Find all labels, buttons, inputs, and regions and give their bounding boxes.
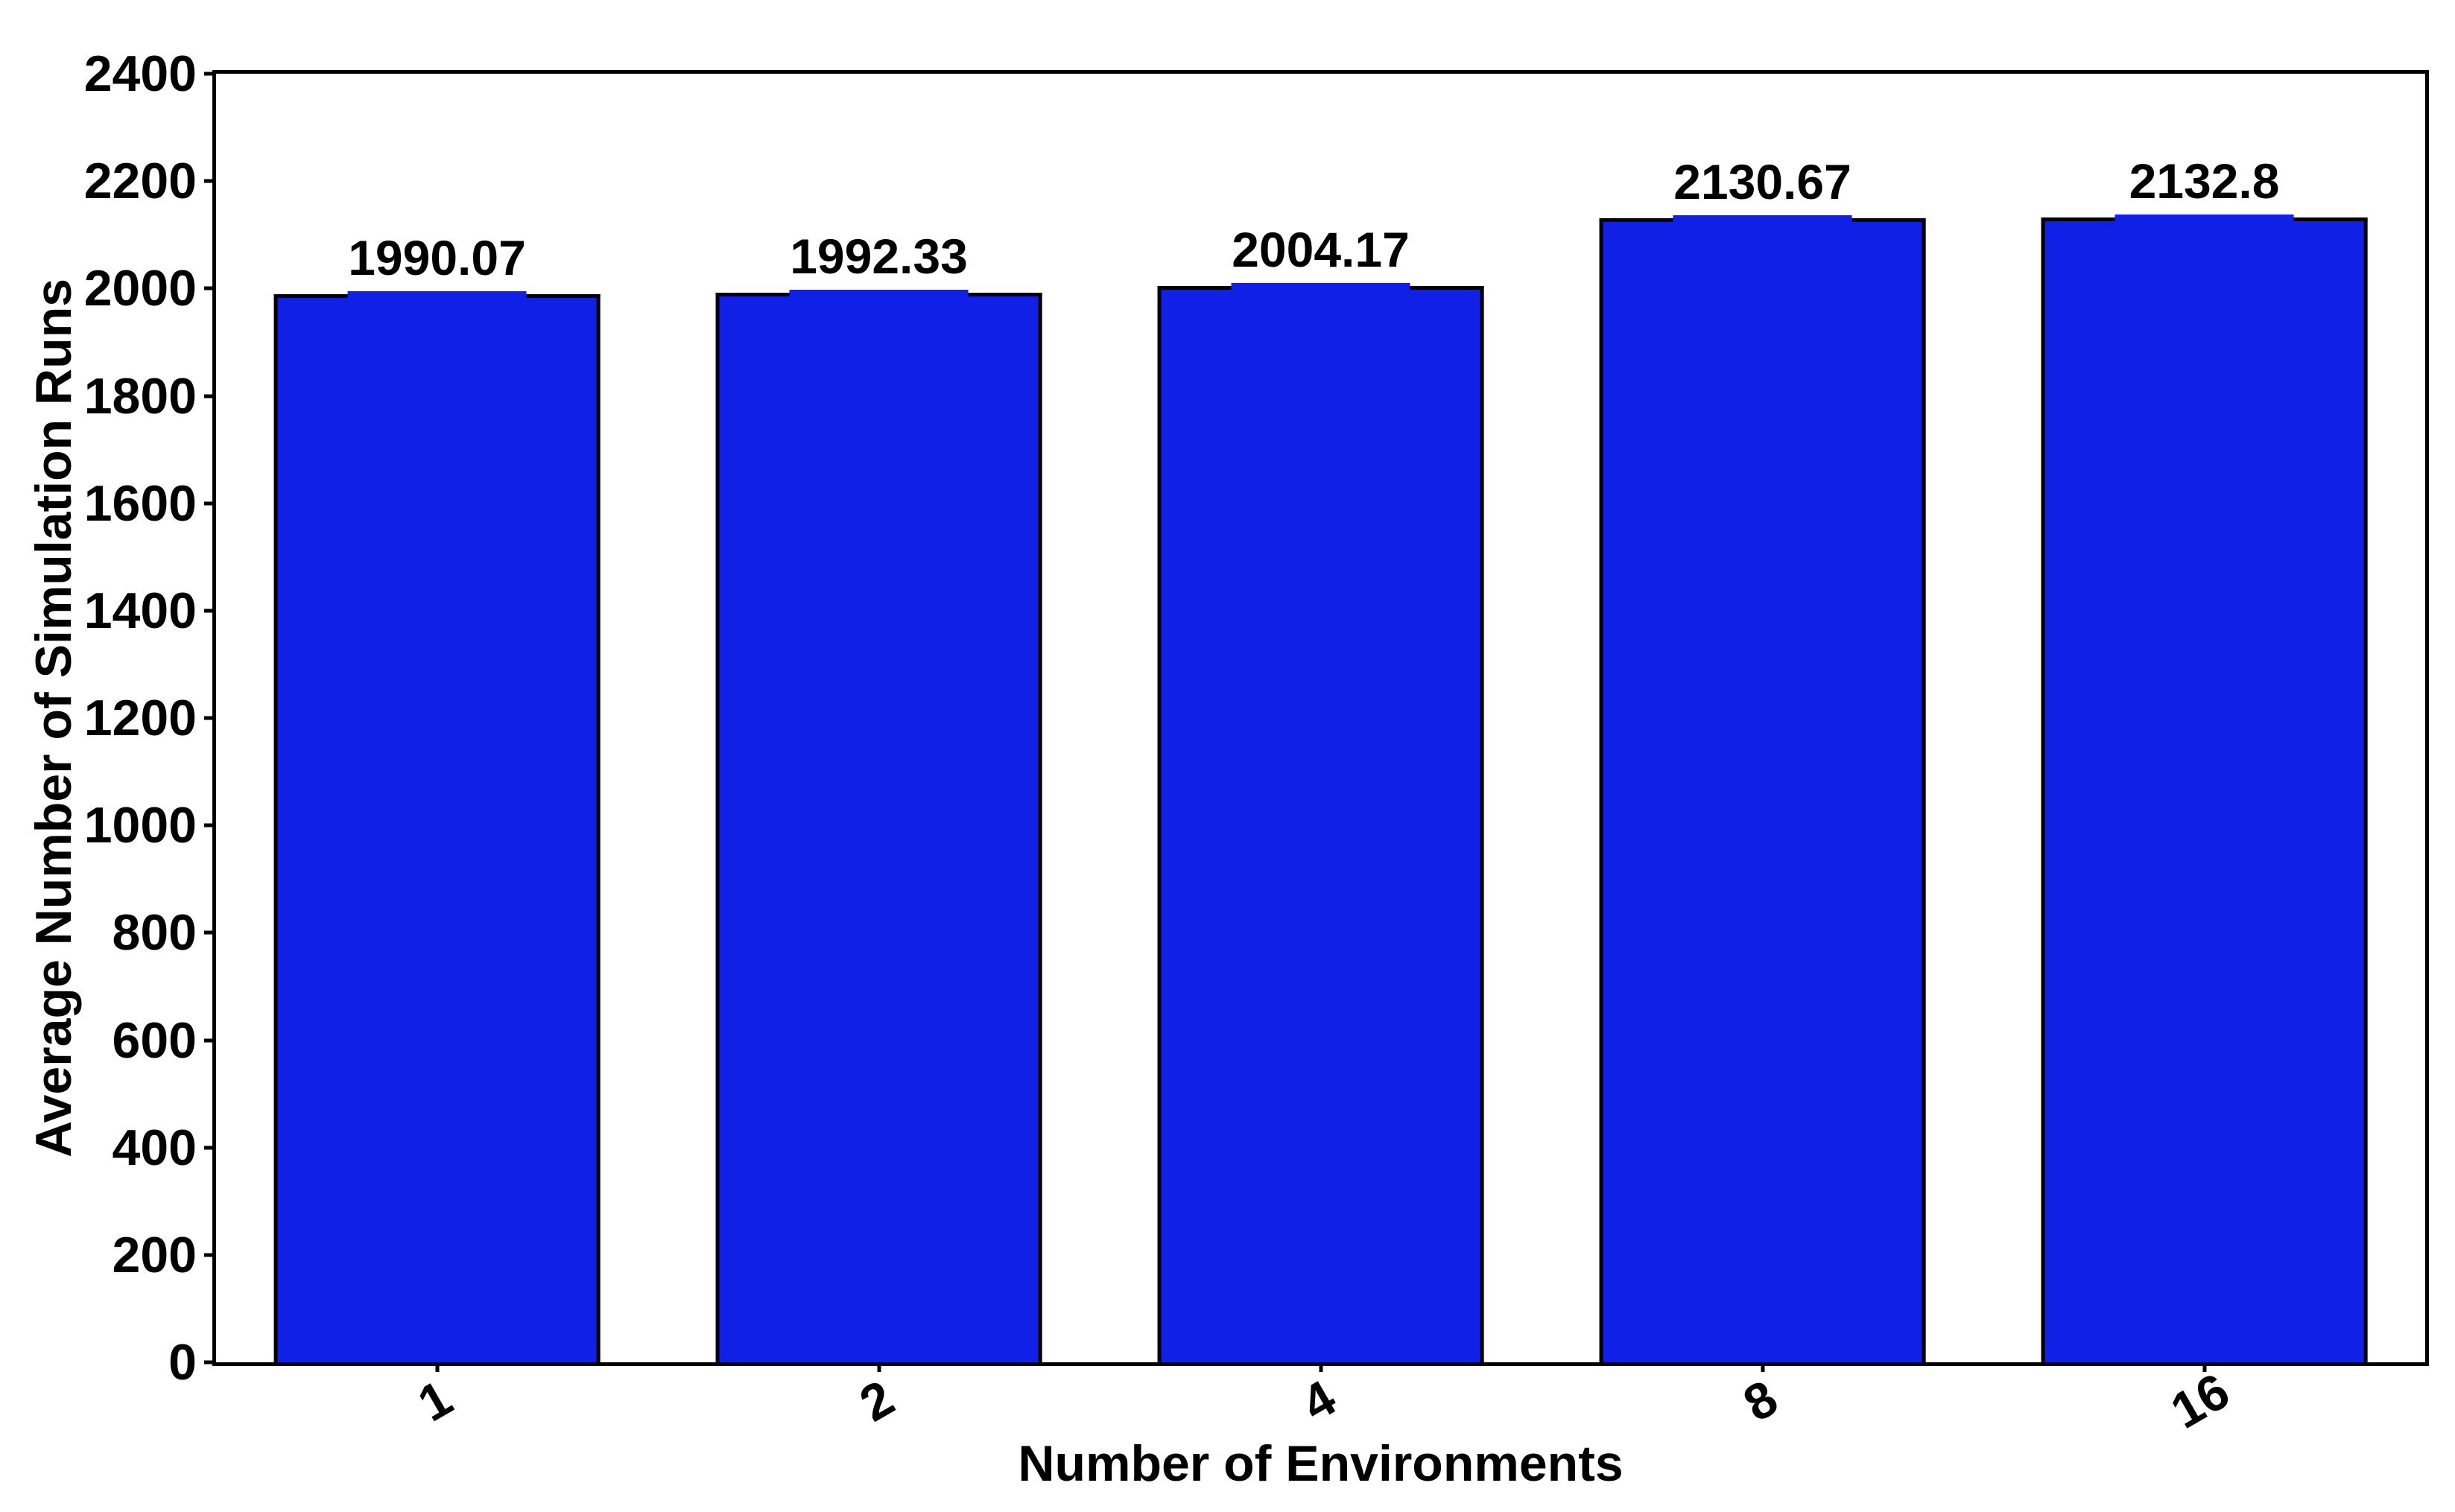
y-tick-label: 1400: [83, 582, 197, 639]
bar-top-cap: [789, 289, 969, 299]
y-tick-mark: [204, 72, 212, 76]
bar-value-label: 2004.17: [1232, 222, 1410, 278]
x-axis-title: Number of Environments: [1018, 1435, 1624, 1492]
bar-value-label: 2132.8: [2129, 153, 2280, 209]
y-tick-mark: [204, 716, 212, 720]
y-tick-mark: [204, 286, 212, 290]
x-tick-label: 8: [1734, 1369, 1787, 1433]
x-tick-mark: [1761, 1362, 1764, 1372]
bar: [1157, 283, 1484, 1362]
bar-top-cap: [1673, 215, 1852, 226]
y-tick-label: 1200: [83, 690, 197, 746]
y-tick-mark: [204, 1146, 212, 1150]
bar: [715, 289, 1042, 1362]
bar-top-cap: [347, 290, 527, 301]
plot-area: Average Number of Simulation Runs Number…: [25, 48, 2429, 1489]
y-tick-label: 200: [112, 1226, 197, 1283]
x-tick-label: 2: [850, 1369, 903, 1433]
x-tick-label: 1: [408, 1369, 461, 1433]
y-tick-label: 2000: [83, 260, 197, 317]
y-tick-label: 800: [112, 904, 197, 962]
x-tick-mark: [435, 1362, 439, 1372]
y-tick-label: 1800: [83, 367, 197, 425]
bar-top-cap: [1231, 283, 1410, 293]
y-tick-label: 1000: [83, 797, 197, 854]
y-tick-mark: [204, 1253, 212, 1257]
x-tick-label: 16: [2161, 1362, 2239, 1440]
y-tick-mark: [204, 930, 212, 935]
x-tick-label: 4: [1292, 1369, 1345, 1433]
y-tick-mark: [204, 609, 212, 613]
y-tick-label: 2400: [83, 45, 197, 102]
bar-top-cap: [2115, 214, 2294, 224]
bar-value-label: 1992.33: [790, 228, 968, 284]
y-tick-label: 400: [112, 1119, 197, 1176]
y-axis-title: Average Number of Simulation Runs: [25, 278, 82, 1158]
y-tick-label: 0: [168, 1334, 197, 1391]
bar-value-label: 1990.07: [348, 229, 526, 285]
y-tick-mark: [204, 179, 212, 183]
y-tick-mark: [204, 394, 212, 398]
bar-value-label: 2130.67: [1673, 154, 1851, 210]
y-tick-mark: [204, 1360, 212, 1365]
x-tick-mark: [1319, 1362, 1322, 1372]
bar: [1599, 215, 1926, 1362]
y-tick-mark: [204, 1038, 212, 1042]
bar: [273, 290, 601, 1362]
y-tick-mark: [204, 501, 212, 506]
bar: [2041, 214, 2368, 1362]
y-tick-label: 2200: [83, 153, 197, 210]
x-tick-mark: [877, 1362, 881, 1372]
y-tick-mark: [204, 823, 212, 828]
x-tick-mark: [2202, 1362, 2206, 1372]
y-tick-label: 600: [112, 1011, 197, 1069]
y-tick-label: 1600: [83, 474, 197, 532]
